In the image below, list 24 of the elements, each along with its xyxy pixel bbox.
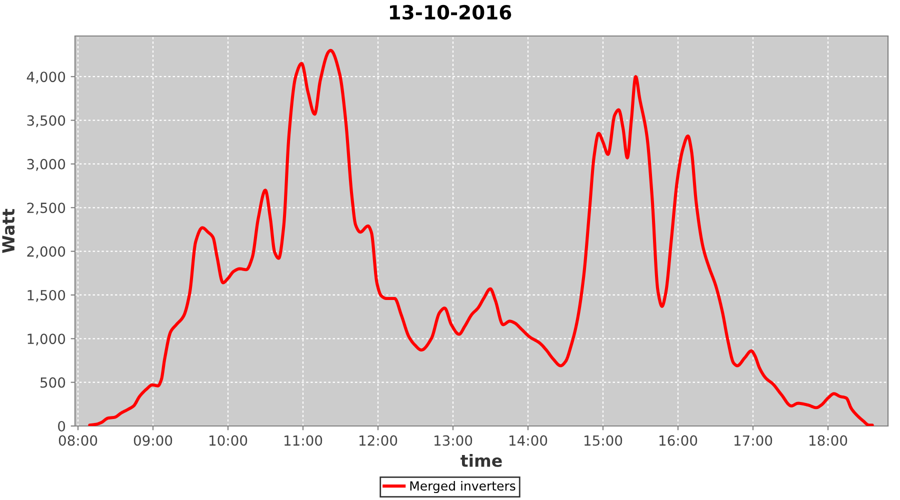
legend-label: Merged inverters	[410, 480, 516, 494]
y-tick-label: 3,000	[27, 158, 66, 171]
x-tick-label: 14:00	[510, 435, 548, 446]
x-tick-label: 18:00	[810, 435, 848, 446]
chart-title: 13-10-2016	[390, 4, 512, 20]
y-tick-label: 500	[40, 377, 66, 388]
x-tick-label: 15:00	[584, 435, 622, 446]
x-tick-label: 09:00	[134, 435, 172, 446]
x-tick-label: 13:00	[434, 435, 472, 446]
y-tick-label: 3,500	[27, 115, 66, 128]
y-axis-title: Watt	[2, 208, 15, 253]
x-tick-label: 10:00	[210, 435, 248, 446]
y-tick-label: 4,000	[26, 72, 66, 84]
x-tick-label: 16:00	[660, 435, 698, 446]
y-tick-label: 1,000	[28, 334, 66, 346]
x-tick-label: 17:00	[734, 435, 772, 446]
y-tick-label: 2,500	[27, 202, 66, 215]
x-tick-label: 11:00	[284, 435, 322, 446]
x-tick-label: 08:00	[58, 435, 98, 446]
y-tick-label: 0	[58, 420, 66, 432]
x-tick-label: 12:00	[360, 435, 398, 446]
x-axis-title: time	[460, 454, 502, 467]
y-tick-label: 2,000	[27, 246, 66, 258]
y-tick-label: 1,500	[28, 290, 66, 302]
